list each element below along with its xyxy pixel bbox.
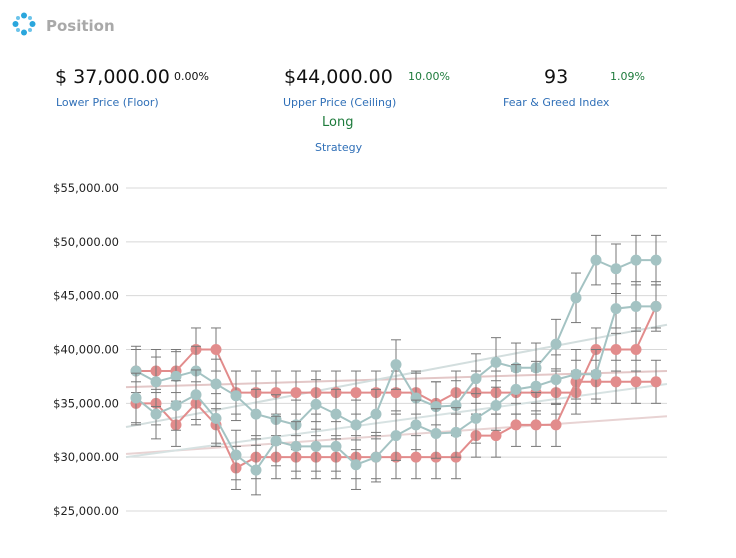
price-chart: $25,000.00 $30,000.00 $35,000.00 $40,000.00… <box>53 181 668 518</box>
y-tick-label: $40,000.00 <box>53 343 119 357</box>
data-point[interactable] <box>410 392 422 404</box>
data-point[interactable] <box>310 398 322 410</box>
upper-price-label: Upper Price (Ceiling) <box>283 96 397 109</box>
data-point[interactable] <box>390 359 402 371</box>
y-tick-label: $45,000.00 <box>53 289 119 303</box>
series-3 <box>130 234 662 451</box>
panel-title: Position <box>46 17 115 35</box>
data-point[interactable] <box>630 344 642 355</box>
data-point[interactable] <box>370 408 382 420</box>
series-4 <box>130 281 662 496</box>
data-point[interactable] <box>450 426 462 438</box>
lower-price-change: 0.00% <box>174 70 209 83</box>
data-point[interactable] <box>190 389 202 401</box>
data-point[interactable] <box>590 368 602 380</box>
strategy-value: Long <box>322 115 354 130</box>
position-icon <box>12 12 36 36</box>
data-point[interactable] <box>270 435 282 447</box>
data-point[interactable] <box>370 451 382 463</box>
data-point[interactable] <box>450 399 462 411</box>
upper-price-value: $44,000.00 <box>284 66 393 88</box>
data-point[interactable] <box>230 390 242 402</box>
data-point[interactable] <box>250 464 262 476</box>
lower-price-label: Lower Price (Floor) <box>56 96 159 109</box>
data-point[interactable] <box>290 440 302 452</box>
data-point[interactable] <box>490 356 502 368</box>
data-point[interactable] <box>530 380 542 392</box>
fear-greed-label: Fear & Greed Index <box>503 96 610 109</box>
data-point[interactable] <box>610 263 622 275</box>
data-point[interactable] <box>430 401 442 413</box>
fear-greed-change: 1.09% <box>610 70 645 83</box>
y-axis-ticks: $25,000.00 $30,000.00 $35,000.00 $40,000.00… <box>53 181 119 518</box>
data-point[interactable] <box>650 300 662 312</box>
y-tick-label: $30,000.00 <box>53 450 119 464</box>
fear-greed-value: 93 <box>544 66 569 88</box>
data-point[interactable] <box>150 376 162 388</box>
data-point[interactable] <box>350 459 362 471</box>
data-point[interactable] <box>410 419 422 431</box>
data-point[interactable] <box>630 254 642 266</box>
data-point[interactable] <box>470 412 482 424</box>
data-point[interactable] <box>490 430 502 442</box>
data-point[interactable] <box>330 408 342 420</box>
data-point[interactable] <box>170 370 182 382</box>
data-point[interactable] <box>630 376 642 388</box>
data-point[interactable] <box>150 408 162 420</box>
data-point[interactable] <box>250 408 262 420</box>
data-point[interactable] <box>130 365 142 377</box>
data-point[interactable] <box>410 451 422 463</box>
data-point[interactable] <box>310 440 322 452</box>
y-tick-label: $50,000.00 <box>53 235 119 249</box>
data-point[interactable] <box>170 399 182 411</box>
strategy-label: Strategy <box>315 141 363 154</box>
data-point[interactable] <box>210 344 222 355</box>
data-point[interactable] <box>550 338 562 350</box>
upper-price-change: 10.00% <box>408 70 450 83</box>
data-point[interactable] <box>610 303 622 315</box>
data-point[interactable] <box>210 378 222 390</box>
data-point[interactable] <box>530 419 542 431</box>
data-point[interactable] <box>510 383 522 395</box>
data-point[interactable] <box>350 387 362 399</box>
y-tick-label: $25,000.00 <box>53 504 119 518</box>
data-point[interactable] <box>230 449 242 461</box>
data-point[interactable] <box>570 368 582 380</box>
data-point[interactable] <box>350 419 362 431</box>
data-point[interactable] <box>430 427 442 439</box>
data-point[interactable] <box>290 387 302 399</box>
panel-header: Position <box>12 12 115 36</box>
y-tick-label: $55,000.00 <box>53 181 119 195</box>
data-point[interactable] <box>550 374 562 386</box>
data-point[interactable] <box>210 412 222 424</box>
data-point[interactable] <box>610 376 622 388</box>
data-point[interactable] <box>570 292 582 304</box>
data-point[interactable] <box>130 392 142 404</box>
data-point[interactable] <box>590 254 602 266</box>
data-point[interactable] <box>550 419 562 431</box>
lower-price-value: $ 37,000.00 <box>55 66 170 88</box>
data-point[interactable] <box>470 373 482 385</box>
data-point[interactable] <box>630 300 642 312</box>
data-point[interactable] <box>610 344 622 355</box>
data-point[interactable] <box>510 419 522 431</box>
data-point[interactable] <box>330 440 342 452</box>
data-point[interactable] <box>650 376 662 388</box>
series-layer <box>130 234 662 496</box>
data-point[interactable] <box>490 399 502 411</box>
y-tick-label: $35,000.00 <box>53 396 119 410</box>
data-point[interactable] <box>650 254 662 266</box>
data-point[interactable] <box>390 430 402 442</box>
data-point[interactable] <box>270 387 282 399</box>
